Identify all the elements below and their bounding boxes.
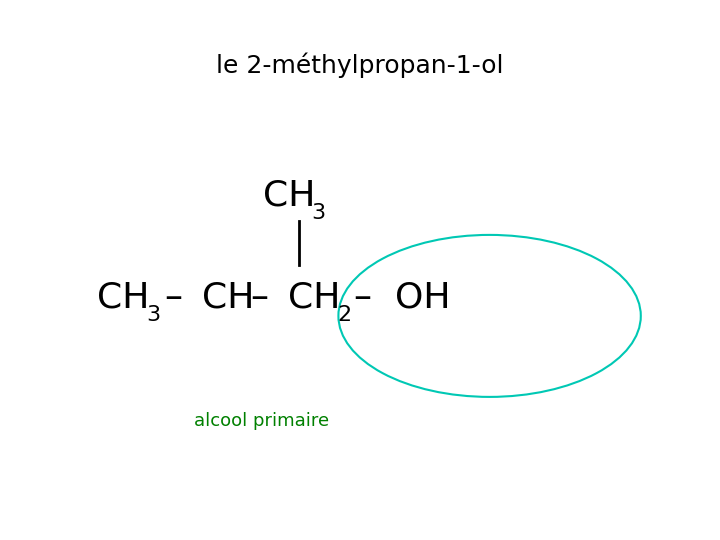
Text: CH: CH (202, 281, 254, 315)
Text: 2: 2 (337, 305, 351, 325)
Text: CH: CH (288, 281, 341, 315)
Text: 3: 3 (146, 305, 161, 325)
Text: –: – (251, 281, 269, 315)
Text: alcool primaire: alcool primaire (194, 412, 330, 430)
Text: CH: CH (97, 281, 150, 315)
Text: CH: CH (263, 178, 315, 212)
Text: –: – (164, 281, 182, 315)
Text: –: – (353, 281, 371, 315)
Text: 3: 3 (311, 202, 325, 222)
Text: OH: OH (395, 281, 450, 315)
Text: le 2-méthylpropan-1-ol: le 2-méthylpropan-1-ol (216, 52, 504, 78)
